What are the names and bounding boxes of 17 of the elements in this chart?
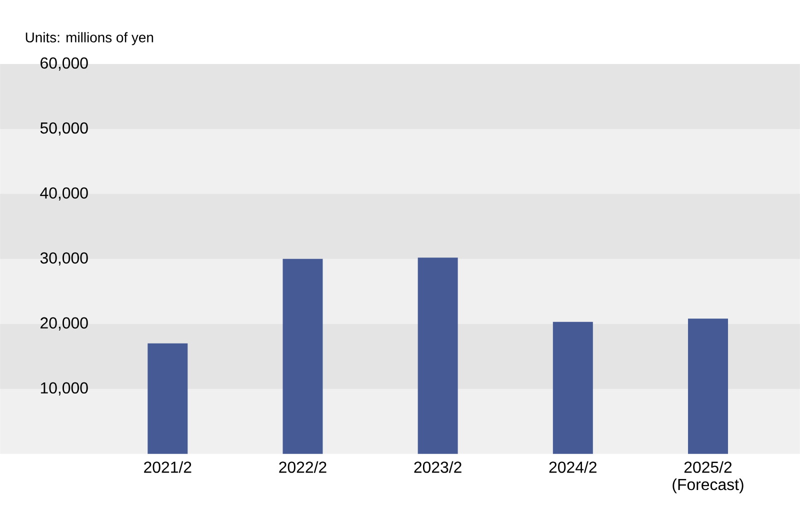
x-tick-label: 2025/2 (Forecast) bbox=[672, 461, 744, 494]
y-tick-label: 20,000 bbox=[40, 317, 88, 331]
y-axis-title: Units: millions of yen bbox=[26, 32, 154, 46]
y-tick-label: 30,000 bbox=[40, 252, 88, 266]
y-tick-label: 40,000 bbox=[40, 187, 88, 201]
x-tick-label: 2023/2 bbox=[414, 461, 462, 473]
bar bbox=[552, 322, 593, 454]
y-tick-label: 60,000 bbox=[40, 57, 88, 71]
bar bbox=[688, 318, 728, 454]
y-tick-label: 10,000 bbox=[40, 382, 88, 396]
bar bbox=[282, 259, 323, 454]
x-tick-label: 2021/2 bbox=[144, 461, 192, 473]
x-tick-label: 2024/2 bbox=[549, 461, 596, 473]
bar bbox=[418, 258, 458, 454]
bar bbox=[148, 343, 188, 454]
x-tick-label: 2022/2 bbox=[279, 461, 326, 473]
y-tick-label: 50,000 bbox=[40, 122, 88, 136]
